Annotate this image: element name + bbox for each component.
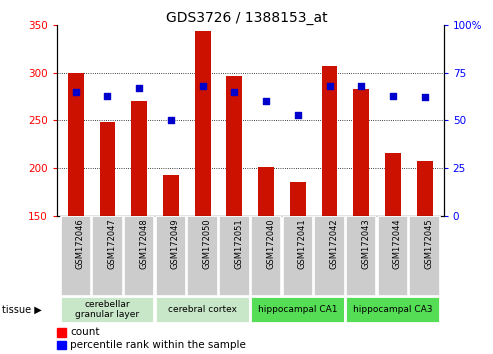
FancyBboxPatch shape <box>156 216 186 296</box>
Point <box>230 89 238 95</box>
FancyBboxPatch shape <box>378 216 408 296</box>
Text: GSM172044: GSM172044 <box>393 218 402 269</box>
FancyBboxPatch shape <box>92 216 123 296</box>
Point <box>72 89 80 95</box>
Text: GSM172048: GSM172048 <box>139 218 148 269</box>
FancyBboxPatch shape <box>251 216 282 296</box>
FancyBboxPatch shape <box>124 216 154 296</box>
FancyBboxPatch shape <box>219 216 249 296</box>
Bar <box>226 76 242 216</box>
FancyBboxPatch shape <box>346 296 440 323</box>
Text: GSM172050: GSM172050 <box>203 218 211 269</box>
Text: GSM172047: GSM172047 <box>107 218 116 269</box>
Bar <box>353 89 369 216</box>
Point <box>357 83 365 89</box>
Point <box>135 85 143 91</box>
FancyBboxPatch shape <box>155 296 249 323</box>
FancyBboxPatch shape <box>314 216 345 296</box>
FancyBboxPatch shape <box>410 216 440 296</box>
Bar <box>100 122 115 216</box>
Point <box>262 98 270 104</box>
Point <box>167 118 175 123</box>
Point <box>421 95 428 100</box>
Bar <box>385 153 401 216</box>
Text: GSM172041: GSM172041 <box>298 218 307 269</box>
Text: hippocampal CA3: hippocampal CA3 <box>353 305 433 314</box>
Bar <box>131 101 147 216</box>
Bar <box>258 167 274 216</box>
Point <box>325 83 333 89</box>
FancyBboxPatch shape <box>61 216 91 296</box>
Bar <box>57 341 67 349</box>
Text: tissue ▶: tissue ▶ <box>2 305 42 315</box>
FancyBboxPatch shape <box>187 216 218 296</box>
Bar <box>290 182 306 216</box>
FancyBboxPatch shape <box>282 216 313 296</box>
Bar <box>163 175 179 216</box>
FancyBboxPatch shape <box>346 216 377 296</box>
Text: hippocampal CA1: hippocampal CA1 <box>258 305 338 314</box>
FancyBboxPatch shape <box>250 296 345 323</box>
Text: percentile rank within the sample: percentile rank within the sample <box>70 340 246 350</box>
Bar <box>57 328 67 337</box>
Text: cerebral cortex: cerebral cortex <box>168 305 237 314</box>
Text: GSM172042: GSM172042 <box>329 218 339 269</box>
Text: GDS3726 / 1388153_at: GDS3726 / 1388153_at <box>166 11 327 25</box>
Bar <box>417 160 432 216</box>
Bar <box>321 66 337 216</box>
Point <box>199 83 207 89</box>
Text: GSM172049: GSM172049 <box>171 218 180 269</box>
Point <box>104 93 111 98</box>
Point <box>389 93 397 98</box>
Text: GSM172040: GSM172040 <box>266 218 275 269</box>
Bar <box>195 32 211 216</box>
Bar <box>68 73 84 216</box>
Point <box>294 112 302 118</box>
Text: GSM172046: GSM172046 <box>76 218 85 269</box>
Text: GSM172045: GSM172045 <box>424 218 434 269</box>
FancyBboxPatch shape <box>60 296 154 323</box>
Text: count: count <box>70 327 100 337</box>
Text: GSM172051: GSM172051 <box>234 218 244 269</box>
Text: cerebellar
granular layer: cerebellar granular layer <box>75 300 140 319</box>
Text: GSM172043: GSM172043 <box>361 218 370 269</box>
